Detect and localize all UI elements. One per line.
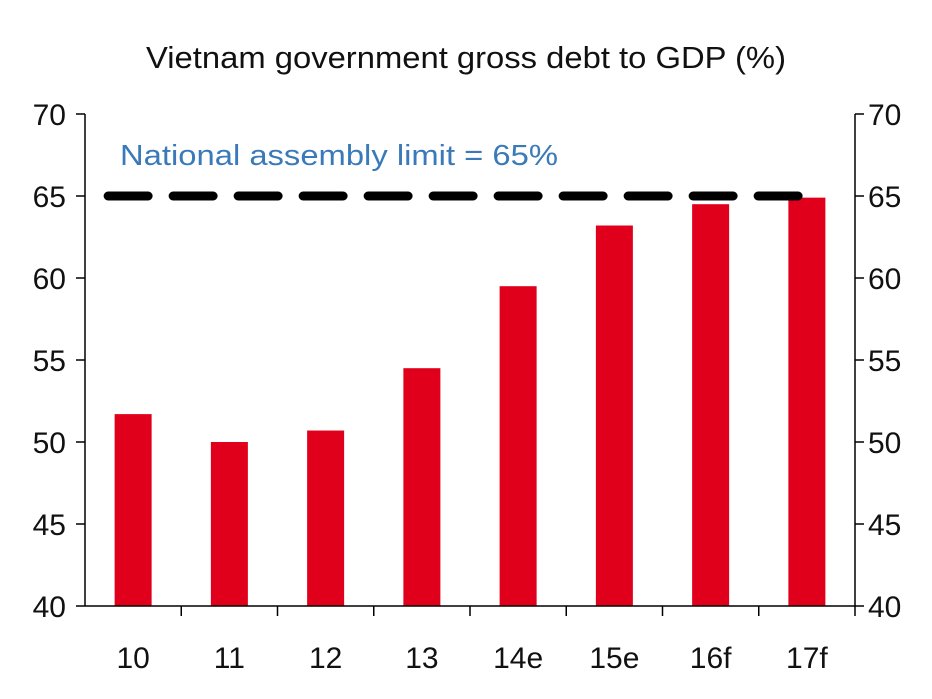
x-tick-label: 10 [116,642,149,675]
left-y-tick-label: 50 [33,427,66,460]
right-y-tick-label: 55 [868,345,901,378]
x-tick-label: 11 [214,642,245,675]
right-y-tick-label: 60 [868,263,901,296]
left-y-tick-label: 65 [33,181,66,214]
bar-16f [692,204,730,606]
right-y-tick-label: 40 [868,591,901,624]
left-y-tick-label: 55 [33,345,66,378]
bar-13 [403,368,441,606]
x-tick-label: 12 [309,642,342,675]
x-tick-label: 13 [405,642,438,675]
left-y-tick-label: 45 [33,509,66,542]
left-y-tick-label: 70 [33,99,66,132]
right-y-tick-label: 50 [868,427,901,460]
chart-title: Vietnam government gross debt to GDP (%) [146,40,786,75]
left-y-tick-label: 40 [33,591,66,624]
bar-10 [114,414,152,606]
bar-12 [307,430,345,606]
reference-line-label: National assembly limit = 65% [120,140,558,172]
bar-11 [210,442,248,606]
left-y-tick-label: 60 [33,263,66,296]
bar-15e [595,225,633,606]
x-tick-label: 17f [786,642,828,675]
x-tick-label: 16f [690,642,732,675]
bar-14e [499,286,537,606]
right-y-tick-label: 45 [868,509,901,542]
right-y-tick-label: 65 [868,181,901,214]
x-tick-label: 15e [589,642,639,675]
bar-17f [788,197,826,606]
right-y-tick-label: 70 [868,99,901,132]
x-tick-label: 14e [493,642,543,675]
